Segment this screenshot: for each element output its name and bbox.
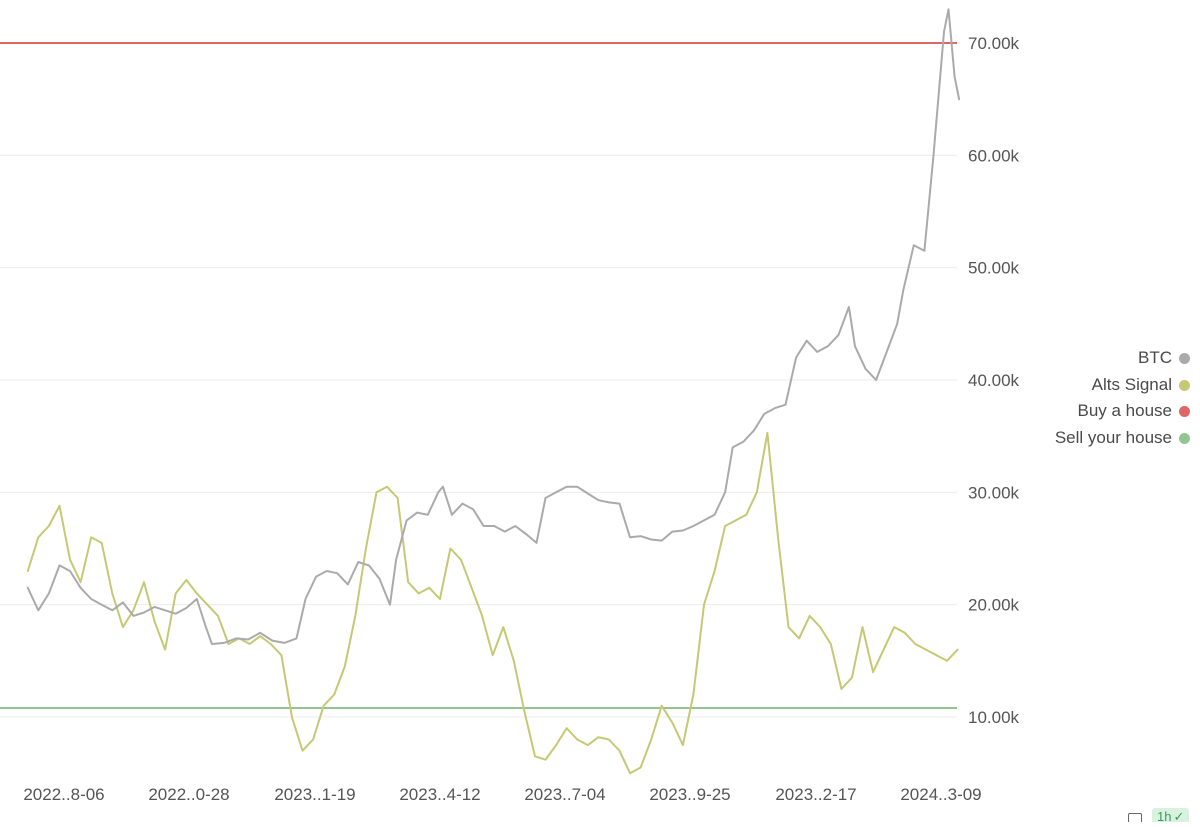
legend-item-buy-a-house[interactable]: Buy a house (1055, 398, 1190, 425)
x-tick-label: 2023..2-17 (775, 785, 856, 804)
legend-item-alts-signal[interactable]: Alts Signal (1055, 372, 1190, 399)
series-line-btc (26, 8, 961, 645)
y-tick-label: 40.00k (968, 371, 1020, 390)
x-tick-label: 2023..7-04 (524, 785, 605, 804)
x-tick-label: 2022..0-28 (148, 785, 229, 804)
legend: BTC Alts Signal Buy a house Sell your ho… (1055, 345, 1190, 451)
legend-item-sell-your-house[interactable]: Sell your house (1055, 425, 1190, 452)
camera-icon[interactable] (1128, 813, 1142, 822)
y-tick-label: 10.00k (968, 708, 1020, 727)
series-line-alts-signal (26, 431, 959, 775)
x-tick-label: 2023..4-12 (399, 785, 480, 804)
legend-label: Sell your house (1054, 427, 1172, 447)
series-lines (26, 8, 961, 775)
x-tick-label: 2023..9-25 (649, 785, 730, 804)
x-tick-label: 2023..1-19 (274, 785, 355, 804)
y-tick-label: 70.00k (968, 34, 1020, 53)
x-axis-ticks: 2022..8-06 2022..0-28 2023..1-19 2023..4-12… (23, 785, 981, 804)
y-tick-label: 20.00k (968, 596, 1020, 615)
x-tick-label: 2022..8-06 (23, 785, 104, 804)
y-axis-ticks: 10.00k 20.00k 30.00k 40.00k 50.00k 60.00k 70.0… (968, 34, 1020, 727)
legend-dot-icon (1179, 353, 1190, 364)
gridlines (0, 42, 957, 718)
y-tick-label: 50.00k (968, 259, 1020, 278)
interval-label: 1h (1157, 809, 1172, 822)
reference-lines (0, 42, 957, 710)
legend-label: Alts Signal (1091, 374, 1172, 394)
check-circle-icon: ✓ (1173, 809, 1185, 822)
legend-dot-icon (1179, 432, 1190, 444)
legend-dot-icon (1179, 406, 1190, 417)
legend-item-btc[interactable]: BTC (1055, 345, 1190, 372)
y-tick-label: 30.00k (968, 483, 1020, 502)
interval-badge[interactable]: 1h ✓ (1152, 808, 1190, 822)
x-tick-label: 2024..3-09 (900, 785, 981, 804)
legend-dot-icon (1179, 379, 1190, 391)
y-tick-label: 60.00k (968, 146, 1020, 165)
legend-label: Buy a house (1077, 401, 1172, 420)
chart-toolbar: 1h ✓ (1128, 808, 1190, 822)
legend-label: BTC (1138, 348, 1172, 367)
